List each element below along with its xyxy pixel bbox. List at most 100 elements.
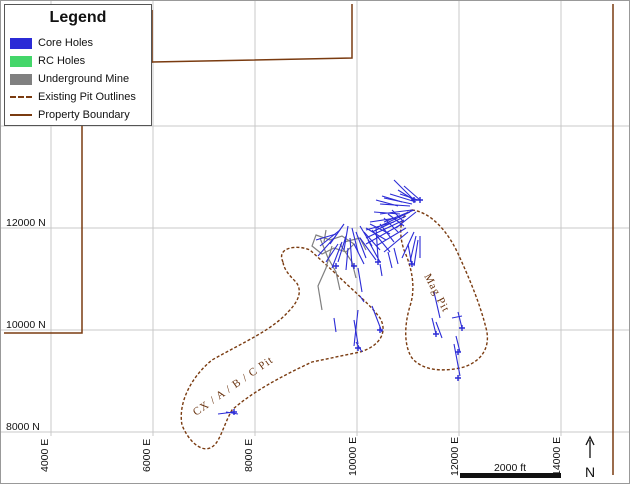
cx-pit-outline	[180, 246, 384, 450]
easting-labels: 4000 E 6000 E 8000 E 10000 E 12000 E 140…	[39, 437, 563, 476]
legend: Legend Core Holes RC Holes Underground M…	[4, 4, 152, 126]
core-hole-trace	[375, 227, 379, 259]
north-arrow-label: N	[585, 464, 595, 480]
legend-label-rc-holes: RC Holes	[38, 55, 86, 67]
core-hole-trace	[383, 217, 399, 233]
easting-label-12000: 12000 E	[449, 437, 461, 476]
property-boundary-north	[151, 4, 353, 63]
core-hole-collar	[355, 345, 361, 351]
existing-pit-outlines-swatch	[10, 96, 32, 98]
core-hole-collar	[351, 263, 357, 269]
legend-item-core-holes: Core Holes	[10, 35, 93, 51]
core-hole-trace	[453, 343, 461, 377]
underground-workings-shaft	[323, 229, 327, 243]
core-hole-trace	[375, 199, 399, 207]
core-hole-trace	[351, 227, 359, 253]
core-hole-collar	[417, 197, 423, 203]
core-hole-collar	[455, 375, 461, 381]
easting-label-14000: 14000 E	[551, 437, 563, 476]
core-hole-trace	[387, 213, 405, 227]
core-hole-trace	[379, 223, 395, 243]
core-hole-trace	[381, 195, 403, 203]
north-arrow-head	[585, 435, 595, 446]
core-hole-trace	[367, 239, 381, 263]
core-hole-trace	[399, 193, 419, 201]
legend-label-property-boundary: Property Boundary	[38, 109, 130, 121]
easting-label-10000: 10000 E	[347, 437, 359, 476]
core-hole-trace	[353, 243, 365, 265]
legend-title: Legend	[49, 9, 107, 26]
legend-label-underground-mine: Underground Mine	[38, 73, 130, 85]
rc-holes-swatch	[10, 55, 32, 67]
core-hole-trace	[375, 227, 407, 247]
mag-pit-label: Mag Pit	[421, 272, 451, 315]
core-hole-trace	[355, 341, 363, 353]
core-hole-trace	[319, 229, 341, 247]
core-hole-trace	[325, 243, 339, 263]
core-hole-trace	[433, 291, 441, 319]
northing-label-10000: 10000 N	[6, 319, 46, 331]
core-hole-collar	[459, 325, 465, 331]
existing-pit-outlines	[180, 209, 489, 450]
core-hole-collar	[409, 261, 415, 267]
core-hole-trace	[387, 251, 393, 269]
mag-pit-outline	[400, 209, 489, 371]
core-hole-trace	[315, 233, 337, 241]
core-hole-collar	[377, 327, 383, 333]
legend-item-existing-pit-outlines: Existing Pit Outlines	[10, 89, 136, 105]
core-hole-trace	[345, 247, 349, 271]
core-hole-trace	[391, 209, 405, 223]
core-hole-trace	[317, 237, 335, 257]
core-hole-trace	[359, 295, 365, 303]
core-holes-swatch	[10, 37, 32, 49]
grid	[0, 0, 630, 436]
core-hole-trace	[359, 237, 377, 261]
core-hole-trace	[451, 315, 463, 319]
core-hole-trace	[383, 231, 409, 253]
northing-label-12000: 12000 N	[6, 217, 46, 229]
core-hole-trace	[455, 335, 461, 353]
legend-label-existing-pit-outlines: Existing Pit Outlines	[38, 91, 136, 103]
core-hole-trace	[371, 229, 391, 253]
core-hole-trace	[331, 241, 343, 269]
core-hole-trace	[403, 185, 421, 201]
scale-bar-bar	[460, 473, 561, 478]
core-hole-collar	[333, 263, 339, 269]
core-hole-trace	[355, 231, 367, 259]
core-hole-trace	[353, 309, 359, 347]
easting-label-6000: 6000 E	[141, 439, 153, 472]
scale-bar-label: 2000 ft	[494, 462, 526, 474]
legend-item-rc-holes: RC Holes	[10, 53, 85, 69]
core-hole-trace	[329, 223, 345, 245]
core-hole-trace	[337, 235, 347, 263]
core-hole-trace	[357, 267, 363, 293]
north-arrow: N	[585, 435, 595, 480]
core-hole-collar	[231, 409, 237, 415]
core-hole-trace	[343, 225, 349, 251]
core-hole-trace	[379, 263, 383, 277]
underground-mine-swatch	[10, 73, 32, 85]
northing-label-8000: 8000 N	[6, 421, 40, 433]
cx-pit-label: CX / A / B / C Pit	[191, 354, 276, 419]
core-hole-trace	[365, 219, 405, 239]
easting-label-8000: 8000 E	[243, 439, 255, 472]
northing-labels: 12000 N 10000 N 8000 N	[6, 217, 46, 433]
core-hole-trace	[413, 239, 419, 267]
legend-item-underground-mine: Underground Mine	[10, 71, 129, 87]
legend-item-property-boundary: Property Boundary	[10, 107, 130, 123]
core-hole-collar	[455, 349, 461, 355]
core-hole-trace	[435, 321, 443, 339]
scale-bar: 2000 ft	[460, 462, 561, 478]
core-hole-trace	[349, 237, 353, 267]
legend-label-core-holes: Core Holes	[38, 37, 94, 49]
underground-workings-drift	[319, 237, 341, 291]
core-hole-trace	[393, 179, 415, 201]
core-hole-collar	[433, 331, 439, 337]
property-boundary-swatch	[10, 114, 32, 116]
easting-label-4000: 4000 E	[39, 439, 51, 472]
core-hole-trace	[393, 247, 399, 265]
core-hole-collar	[411, 197, 417, 203]
core-holes	[217, 179, 465, 415]
core-hole-trace	[333, 317, 337, 333]
